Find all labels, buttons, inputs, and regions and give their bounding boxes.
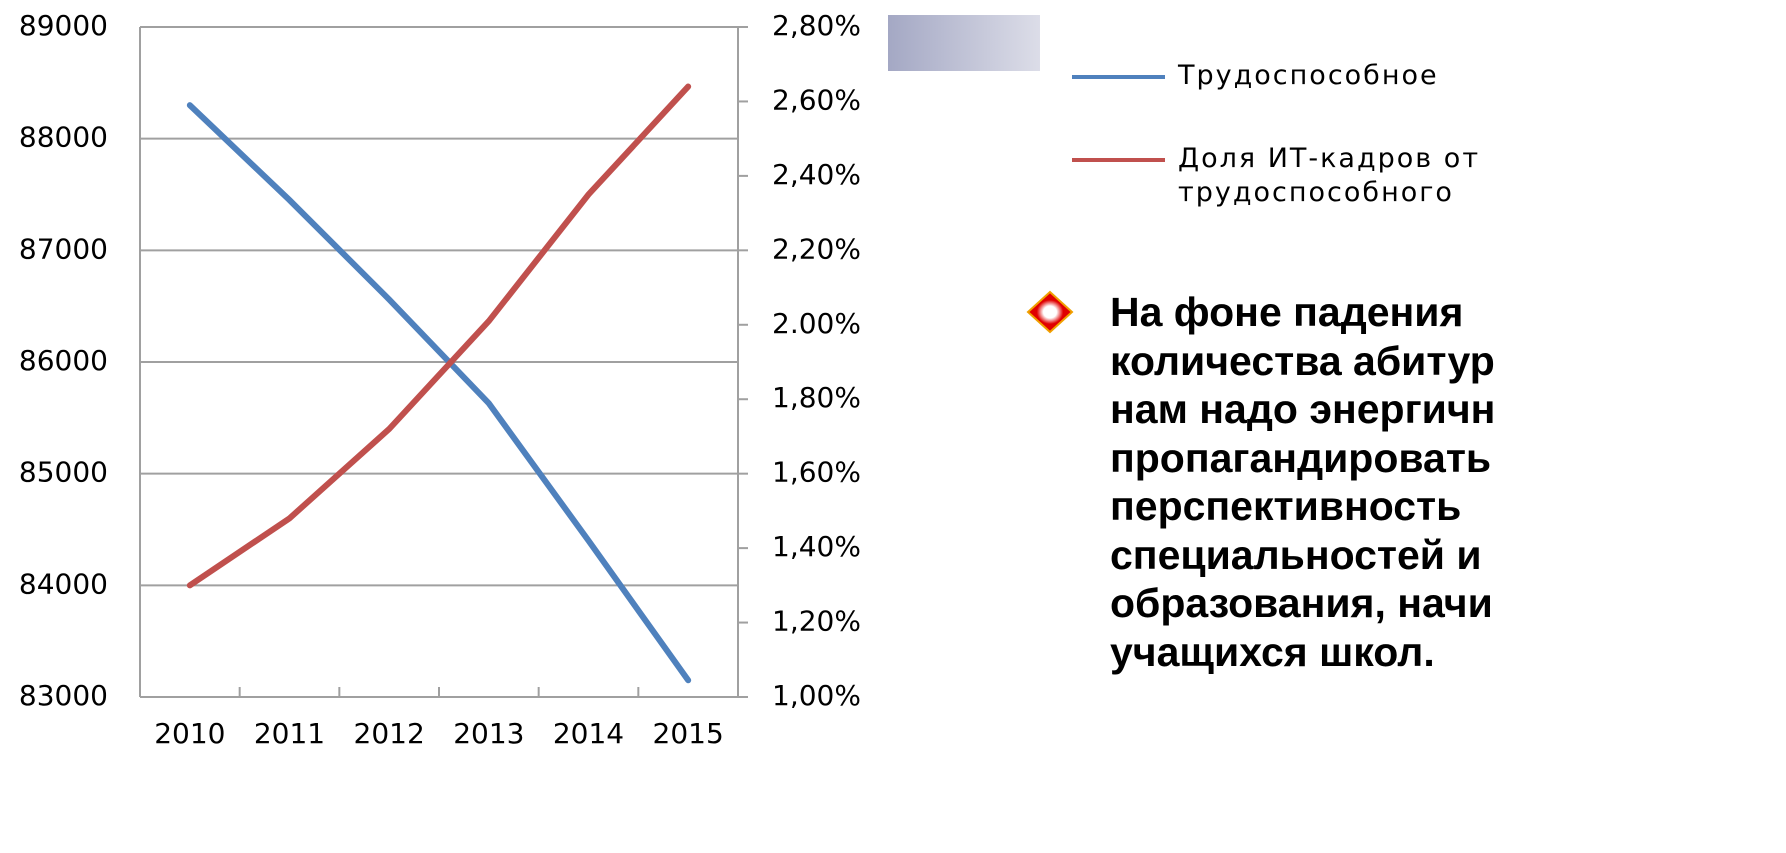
x-tick-label: 2014 <box>553 717 624 750</box>
x-tick-label: 2011 <box>254 717 325 750</box>
y2-tick-label: 2,60% <box>772 83 861 116</box>
bullet-line: учащихся школ. <box>1110 628 1435 675</box>
y2-tick-label: 1,60% <box>772 456 861 489</box>
y2-tick-label: 1,80% <box>772 381 861 414</box>
x-tick-label: 2010 <box>154 717 225 750</box>
series-line <box>186 83 692 589</box>
x-tick-label: 2013 <box>453 717 524 750</box>
series-line <box>186 102 692 684</box>
y-tick-label: 89000 <box>19 9 108 42</box>
y2-tick-label: 2,40% <box>772 158 861 191</box>
y2-tick-label: 1,20% <box>772 605 861 638</box>
bullet-line: специальностей и <box>1110 531 1482 578</box>
legend-label: Доля ИТ-кадров от трудоспособного <box>1178 143 1481 208</box>
legend-label: Трудоспособное <box>1178 60 1439 91</box>
y-tick-label: 84000 <box>19 567 108 600</box>
y-tick-label: 83000 <box>19 679 108 712</box>
y-tick-label: 87000 <box>19 232 108 265</box>
y2-tick-label: 1,40% <box>772 530 861 563</box>
bullet-line: нам надо энергичн <box>1110 386 1496 432</box>
y-tick-label: 85000 <box>19 456 108 489</box>
x-tick-label: 2012 <box>354 717 425 750</box>
bullet-line: образования, начи <box>1110 580 1493 626</box>
y2-tick-label: 1,00% <box>772 679 861 712</box>
bullet-icon <box>1026 290 1074 334</box>
y2-tick-label: 2.00% <box>772 307 861 340</box>
bullet-line: На фоне падения <box>1110 289 1464 335</box>
y-tick-label: 88000 <box>19 121 108 154</box>
bullet-line: перспективность <box>1110 483 1462 529</box>
y2-tick-label: 2,20% <box>772 232 861 265</box>
y2-tick-label: 2,80% <box>772 9 861 42</box>
x-tick-label: 2015 <box>653 717 724 750</box>
decor-rect <box>888 15 1040 71</box>
y-tick-label: 86000 <box>19 344 108 377</box>
bullet-text: На фоне падения количества абитур нам надо… <box>1110 288 1786 676</box>
bullet-line: пропагандировать <box>1110 434 1492 481</box>
bullet-line: количества абитур <box>1110 337 1495 384</box>
